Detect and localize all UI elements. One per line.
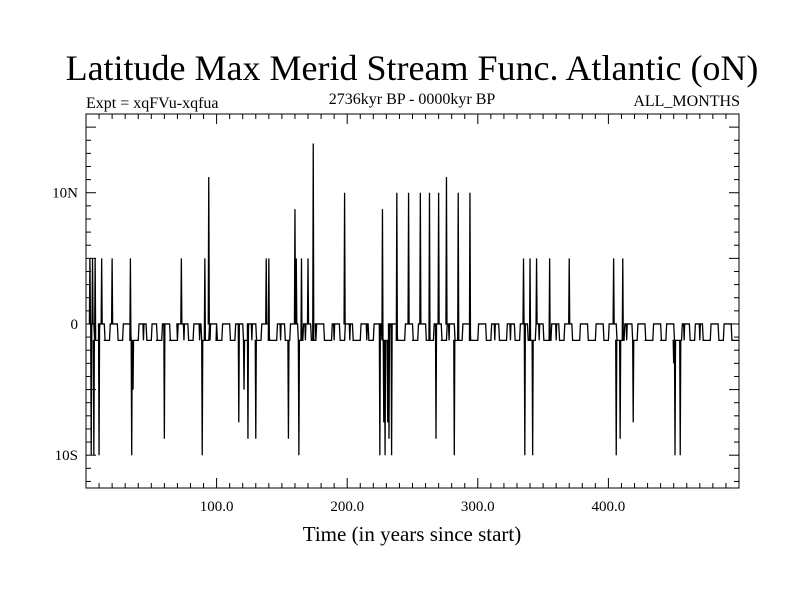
x-tick-label: 300.0 xyxy=(461,499,495,515)
series-path xyxy=(88,143,739,456)
y-tick-label: 10N xyxy=(52,186,78,202)
chart-title: Latitude Max Merid Stream Func. Atlantic… xyxy=(66,48,759,88)
x-tick-label: 100.0 xyxy=(200,499,234,515)
plot-frame xyxy=(85,113,740,489)
x-axis-label: Time (in years since start) xyxy=(303,522,522,546)
x-tick-label: 200.0 xyxy=(330,499,364,515)
y-tick-label: 10S xyxy=(55,448,78,464)
x-tick-label: 400.0 xyxy=(592,499,626,515)
series-line xyxy=(88,143,739,456)
y-axis: 10S 0 10N xyxy=(52,113,739,482)
chart-subtitle-left: Expt = xqFVu-xqfua xyxy=(86,95,219,112)
x-axis: 100.0 200.0 300.0 400.0 xyxy=(98,114,727,515)
y-tick-label: 0 xyxy=(71,317,79,333)
chart-subtitle-center: 2736kyr BP - 0000kyr BP xyxy=(329,91,496,108)
chart-subtitle-right: ALL_MONTHS xyxy=(633,93,740,110)
